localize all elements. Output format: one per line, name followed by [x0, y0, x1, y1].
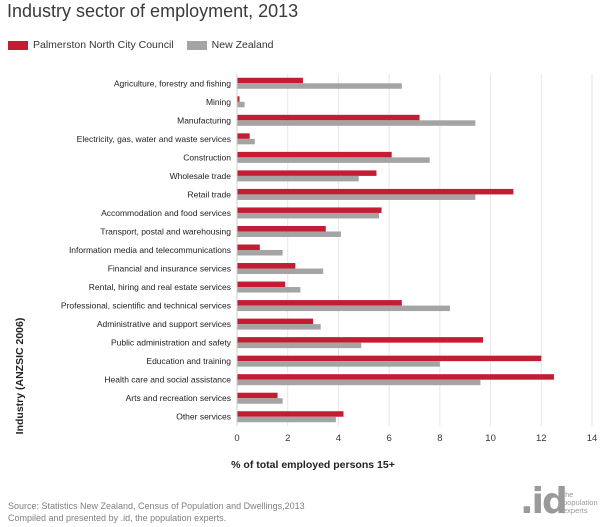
category-label-14: Public administration and safety [111, 338, 232, 348]
x-tick-label-2: 4 [336, 433, 341, 444]
logo-mark: .id [520, 481, 568, 522]
chart-grid [236, 74, 593, 426]
bar-chart: Agriculture, forestry and fishing Mining M… [14, 74, 597, 471]
category-label-0: Agriculture, forestry and fishing [114, 78, 231, 88]
logo-tagline-line-2: population [563, 498, 598, 507]
bar-new-zealand-0[interactable] [237, 83, 402, 89]
category-label-2: Manufacturing [177, 115, 231, 125]
chart-bars [237, 77, 554, 423]
bar-new-zealand-11[interactable] [237, 287, 301, 293]
category-labels: Agriculture, forestry and fishing Mining M… [61, 78, 232, 421]
bar-new-zealand-12[interactable] [237, 305, 451, 312]
bar-palmerston-north-12[interactable] [237, 300, 402, 306]
chart-legend: Palmerston North City Council New Zealan… [8, 38, 287, 52]
bar-new-zealand-4[interactable] [237, 157, 430, 163]
bar-new-zealand-13[interactable] [237, 324, 321, 330]
bar-new-zealand-14[interactable] [237, 342, 362, 349]
bar-new-zealand-17[interactable] [237, 398, 283, 404]
bar-new-zealand-3[interactable] [237, 138, 255, 145]
x-tick-label-6: 12 [536, 433, 547, 444]
bar-new-zealand-2[interactable] [237, 120, 476, 126]
bar-new-zealand-8[interactable] [237, 231, 341, 237]
bar-palmerston-north-4[interactable] [237, 151, 392, 158]
bar-new-zealand-10[interactable] [237, 268, 324, 275]
bar-new-zealand-6[interactable] [237, 194, 476, 200]
x-axis-title: % of total employed persons 15+ [231, 459, 395, 471]
bar-palmerston-north-3[interactable] [237, 133, 250, 139]
bar-palmerston-north-6[interactable] [237, 188, 514, 195]
bar-palmerston-north-5[interactable] [237, 170, 377, 176]
chart-footer: Source: Statistics New Zealand, Census o… [8, 500, 305, 524]
category-label-11: Rental, hiring and real estate services [89, 282, 231, 292]
x-tick-label-7: 14 [587, 433, 598, 444]
category-label-17: Arts and recreation services [126, 393, 231, 403]
legend-swatch-new-zealand [186, 40, 207, 50]
category-label-9: Information media and telecommunications [69, 245, 231, 255]
category-label-5: Wholesale trade [170, 171, 232, 181]
bar-palmerston-north-8[interactable] [237, 225, 326, 232]
y-axis-title: Industry (ANZSIC 2006) [14, 318, 26, 435]
footer-source: Source: Statistics New Zealand, Census o… [8, 501, 305, 511]
bar-new-zealand-7[interactable] [237, 212, 380, 219]
legend-item-new-zealand[interactable]: New Zealand [186, 39, 274, 51]
bar-palmerston-north-0[interactable] [237, 77, 303, 84]
footer-compiled: Compiled and presented by .id, the popul… [8, 513, 227, 523]
category-label-7: Accommodation and food services [101, 208, 231, 218]
x-tick-label-0: 0 [234, 433, 239, 444]
category-label-8: Transport, postal and warehousing [100, 226, 231, 236]
chart-title: Industry sector of employment, 2013 [7, 1, 299, 21]
bar-new-zealand-16[interactable] [237, 379, 481, 386]
bar-palmerston-north-7[interactable] [237, 207, 382, 213]
bar-palmerston-north-1[interactable] [237, 96, 240, 102]
bar-new-zealand-1[interactable] [237, 101, 245, 108]
bar-new-zealand-5[interactable] [237, 175, 359, 182]
bar-palmerston-north-14[interactable] [237, 337, 483, 343]
bar-new-zealand-9[interactable] [237, 250, 283, 256]
category-label-18: Other services [176, 412, 231, 422]
x-tick-label-4: 8 [437, 433, 442, 444]
bar-palmerston-north-13[interactable] [237, 318, 314, 325]
bar-palmerston-north-9[interactable] [237, 244, 260, 251]
category-label-6: Retail trade [188, 189, 232, 199]
category-label-4: Construction [183, 152, 231, 162]
category-label-10: Financial and insurance services [108, 264, 231, 274]
bar-palmerston-north-2[interactable] [237, 114, 420, 121]
bar-palmerston-north-18[interactable] [237, 411, 344, 417]
category-label-15: Education and training [146, 356, 231, 366]
legend-swatch-palmerston-north [8, 40, 28, 50]
logo-tagline: the population experts [563, 491, 600, 515]
id-logo: .id the population experts [520, 484, 600, 524]
category-label-16: Health care and social assistance [104, 375, 231, 385]
bar-palmerston-north-15[interactable] [237, 355, 542, 362]
legend-item-palmerston-north[interactable]: Palmerston North City Council [8, 39, 174, 51]
x-tick-label-1: 2 [285, 433, 290, 444]
legend-label-palmerston-north: Palmerston North City Council [33, 39, 174, 51]
bar-palmerston-north-16[interactable] [237, 374, 554, 380]
category-label-3: Electricity, gas, water and waste servic… [77, 134, 231, 144]
category-label-1: Mining [206, 97, 231, 107]
x-tick-label-3: 6 [386, 433, 391, 444]
logo-tagline-line-1: the [563, 490, 574, 499]
category-label-12: Professional, scientific and technical s… [61, 301, 231, 311]
category-label-13: Administrative and support services [97, 319, 231, 329]
bar-new-zealand-18[interactable] [237, 416, 336, 423]
logo-tagline-line-3: experts [563, 506, 588, 515]
bar-palmerston-north-11[interactable] [237, 281, 286, 288]
x-axis-ticks: 0 2 4 6 8 10 12 14 [234, 433, 597, 444]
legend-label-new-zealand: New Zealand [211, 39, 274, 51]
bar-palmerston-north-10[interactable] [237, 263, 296, 269]
bar-new-zealand-15[interactable] [237, 361, 440, 367]
bar-palmerston-north-17[interactable] [237, 392, 278, 399]
x-tick-label-5: 10 [485, 433, 496, 444]
